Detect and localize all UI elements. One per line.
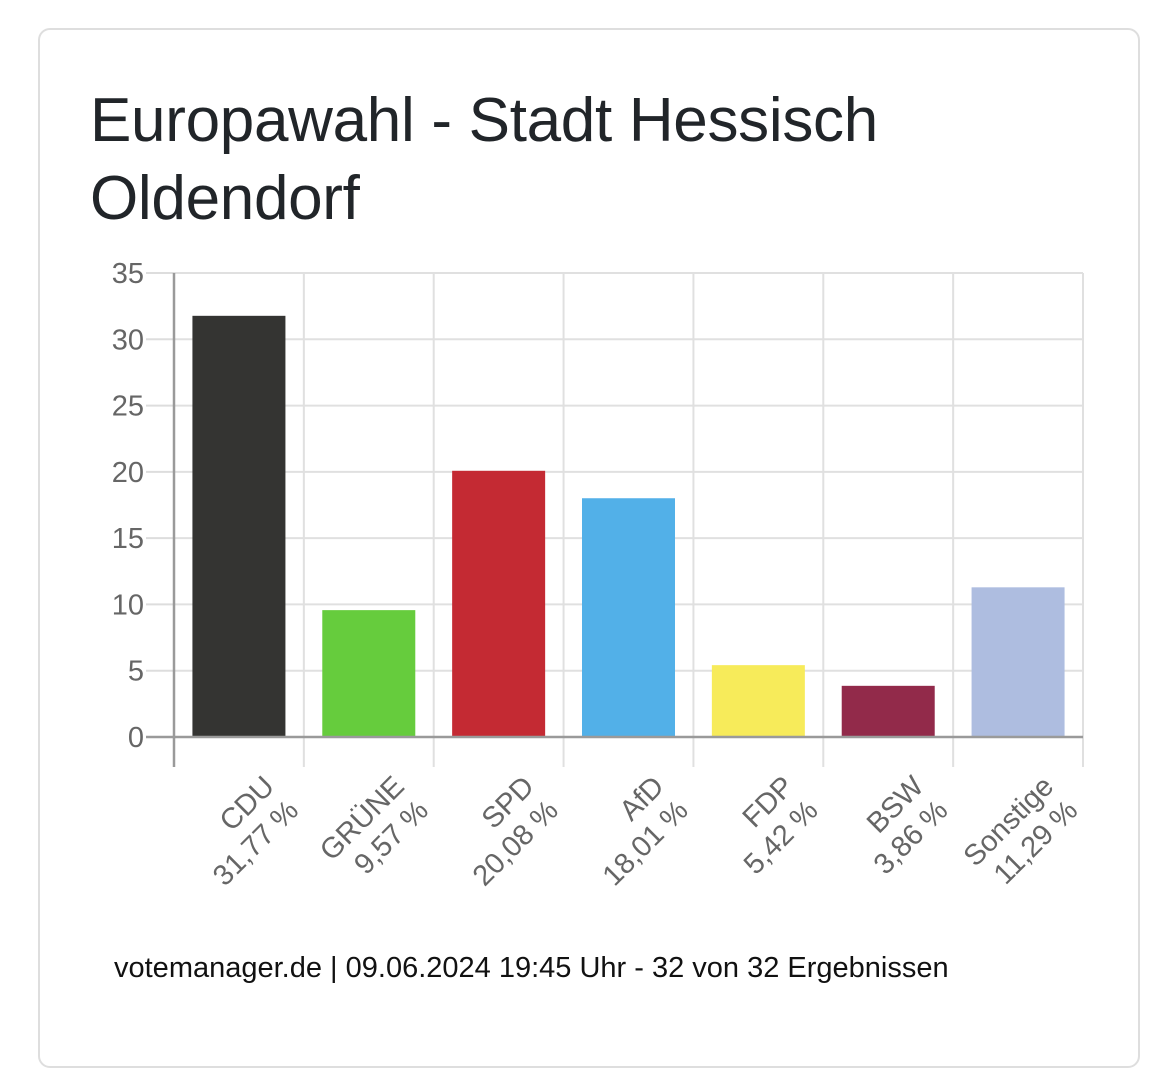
- bar-fdp: [711, 665, 805, 737]
- y-tick-label: 35: [112, 258, 144, 290]
- bar-spd: [452, 470, 546, 737]
- axes: [146, 273, 1083, 767]
- source-footer: votemanager.de | 09.06.2024 19:45 Uhr - …: [114, 952, 949, 984]
- y-tick-label: 25: [112, 391, 144, 423]
- y-tick-label: 30: [112, 324, 144, 356]
- bar-sonstige: [971, 587, 1065, 737]
- y-tick-labels: 0 5 10 15 20 25 30 35: [112, 258, 144, 754]
- bar-grüne: [322, 610, 416, 737]
- bar-bsw: [841, 685, 935, 737]
- bar-afd: [582, 498, 675, 737]
- y-tick-label: 0: [128, 722, 144, 754]
- bar-cdu: [192, 315, 286, 737]
- y-tick-label: 10: [112, 589, 144, 621]
- y-tick-label: 20: [112, 457, 144, 489]
- bars: [192, 315, 1065, 737]
- chart-title: Europawahl - Stadt Hessisch Oldendorf: [90, 86, 878, 233]
- y-tick-label: 15: [112, 523, 144, 555]
- y-tick-label: 5: [128, 656, 144, 688]
